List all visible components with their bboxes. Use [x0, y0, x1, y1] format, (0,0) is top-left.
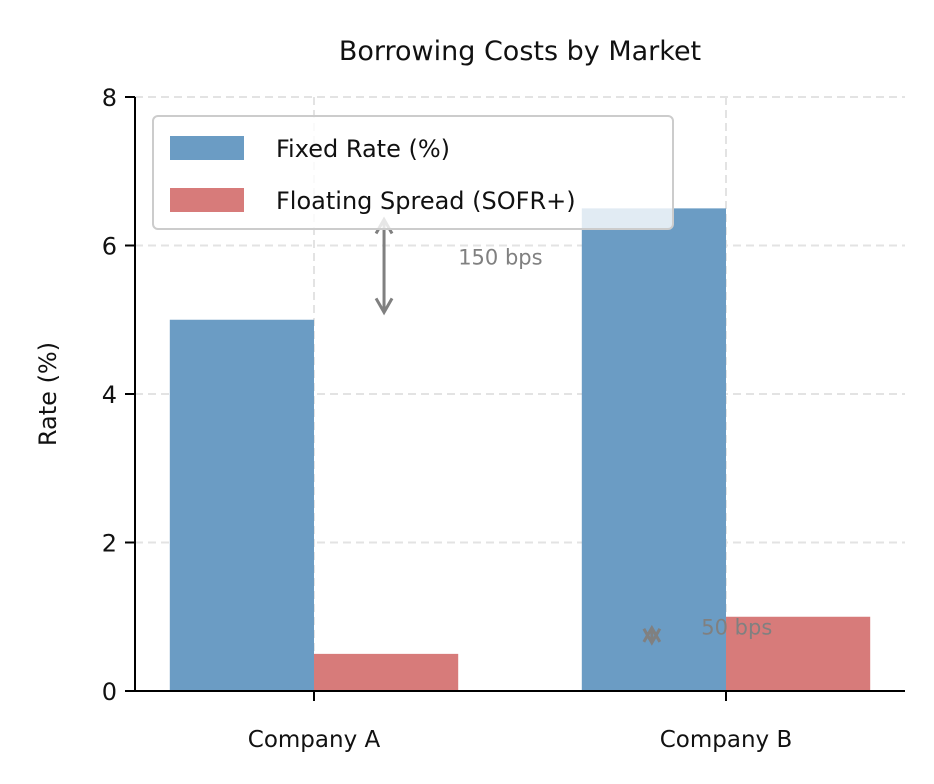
legend-label-floating: Floating Spread (SOFR+)	[276, 187, 576, 215]
legend-swatch-floating	[170, 188, 244, 212]
y-tick-label: 4	[102, 381, 117, 409]
legend-swatch-fixed	[170, 136, 244, 160]
x-tick-label: Company B	[660, 727, 793, 753]
axes: 0 2 4 6 8 Company A Company B	[102, 84, 905, 753]
chart-title: Borrowing Costs by Market	[339, 36, 701, 67]
y-tick-label: 6	[102, 233, 117, 261]
bar-fixed	[169, 319, 314, 691]
x-tick-label: Company A	[248, 727, 381, 753]
annotation-label: 150 bps	[458, 246, 542, 270]
bar-floating	[314, 653, 459, 691]
bar-floating	[726, 616, 871, 691]
y-axis-label: Rate (%)	[34, 342, 62, 446]
arrowhead-icon	[374, 297, 394, 316]
y-tick-label: 0	[102, 678, 117, 706]
y-tick-label: 2	[102, 530, 117, 558]
bar-fixed	[581, 208, 726, 691]
legend: Fixed Rate (%) Floating Spread (SOFR+)	[152, 115, 674, 230]
y-tick-label: 8	[102, 84, 117, 112]
arrowhead-icon	[642, 627, 662, 646]
annotation-label: 50 bps	[701, 615, 772, 639]
legend-label-fixed: Fixed Rate (%)	[276, 135, 450, 163]
arrowhead-icon	[642, 624, 662, 643]
bars	[169, 208, 871, 691]
